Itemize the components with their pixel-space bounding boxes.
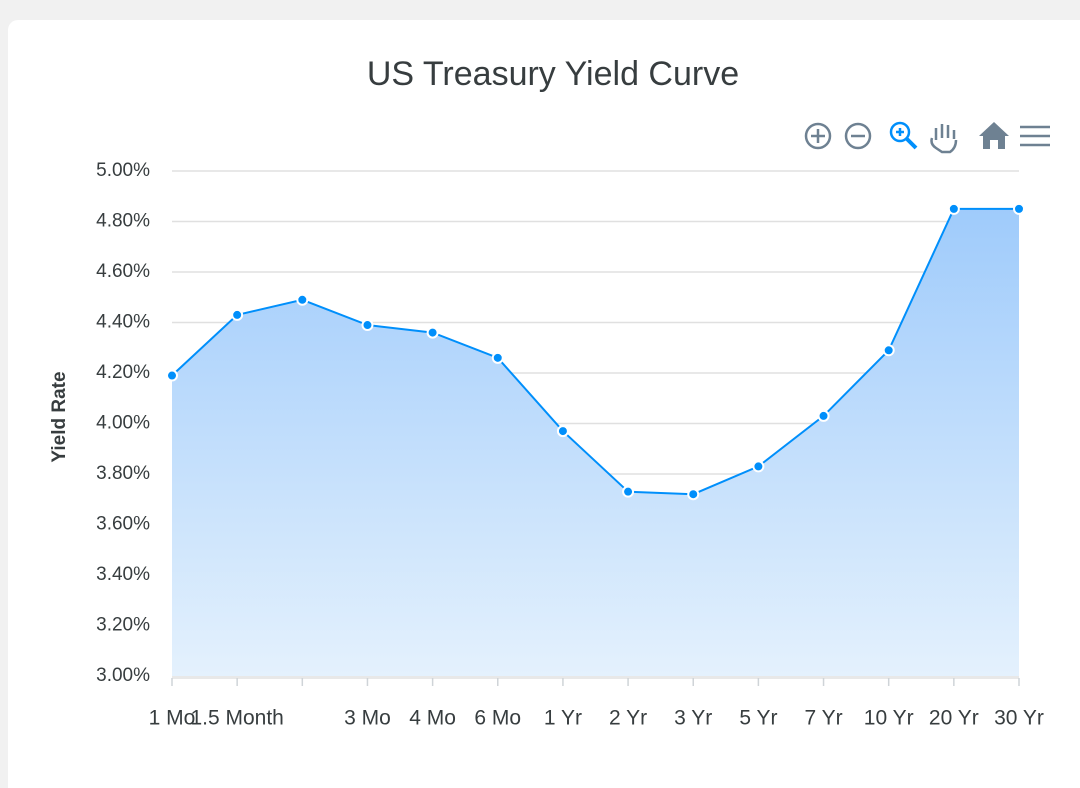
menu-button[interactable]	[1020, 125, 1050, 147]
marker	[491, 351, 504, 364]
marker	[166, 369, 178, 382]
y-tick-label: 4.20%	[96, 362, 150, 383]
x-tick-label: 1 Yr	[544, 707, 582, 730]
x-tick-label: 4 Mo	[409, 707, 456, 730]
marker	[231, 308, 244, 321]
x-tick-label: 1 Mo	[149, 707, 196, 730]
x-tick-label: 5 Yr	[739, 707, 777, 730]
y-tick-label: 4.80%	[96, 211, 150, 232]
chart-title: US Treasury Yield Curve	[367, 55, 739, 93]
x-tick-label: 7 Yr	[804, 707, 842, 730]
y-tick-label: 3.00%	[96, 665, 150, 686]
selection-zoom-button[interactable]	[889, 121, 918, 150]
home-button[interactable]	[979, 122, 1009, 149]
x-tick-label: 1.5 Month	[190, 707, 283, 730]
x-tick-label: 10 Yr	[864, 707, 914, 730]
x-tick-label: 3 Yr	[674, 707, 712, 730]
line	[171, 207, 1019, 496]
marker	[817, 409, 830, 422]
marker	[687, 488, 700, 501]
area-fill	[172, 208, 1019, 676]
y-tick-label: 5.00%	[96, 160, 150, 181]
y-tick-label: 3.80%	[96, 463, 150, 484]
y-tick-label: 4.00%	[96, 413, 150, 434]
marker	[622, 485, 635, 498]
x-tick-label: 20 Yr	[929, 707, 979, 730]
y-axis-title: Yield Rate	[49, 371, 70, 462]
zoom-in-button[interactable]	[804, 122, 832, 150]
y-tick-label: 3.20%	[96, 615, 150, 636]
marker	[947, 202, 960, 215]
marker	[426, 326, 439, 339]
marker	[296, 293, 309, 306]
x-tick-label: 30 Yr	[994, 707, 1044, 730]
marker	[1013, 202, 1025, 215]
y-tick-label: 3.40%	[96, 564, 150, 585]
y-tick-label: 4.40%	[96, 312, 150, 333]
x-tick-label: 2 Yr	[609, 707, 647, 730]
y-tick-label: 3.60%	[96, 514, 150, 535]
zoom-out-button[interactable]	[844, 122, 872, 150]
x-tick-label: 6 Mo	[474, 707, 521, 730]
x-tick-label: 3 Mo	[344, 707, 391, 730]
marker	[361, 319, 374, 332]
pan-button[interactable]	[930, 124, 958, 154]
marker	[752, 460, 765, 473]
marker	[882, 344, 895, 357]
y-tick-label: 4.60%	[96, 261, 150, 282]
marker	[556, 425, 569, 438]
toolbar[interactable]	[804, 121, 1050, 154]
